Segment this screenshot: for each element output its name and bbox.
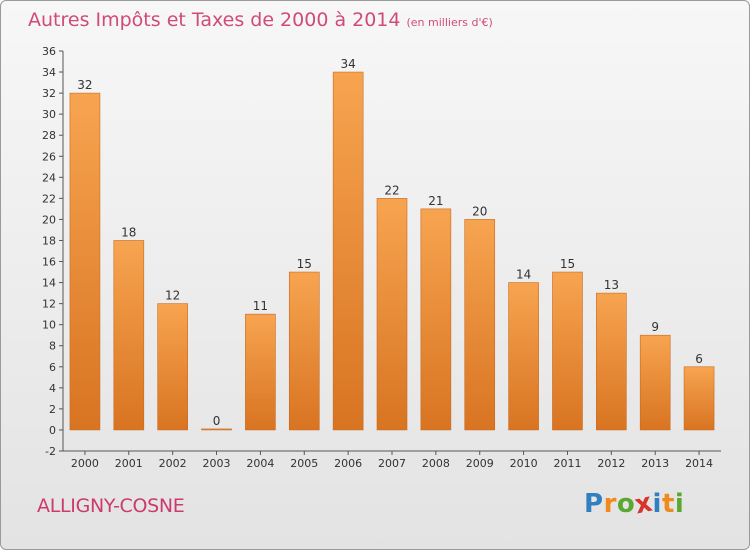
bar-2013: [639, 334, 671, 431]
y-tick-label: 16: [42, 256, 56, 269]
data-label-2004: 11: [253, 299, 268, 313]
y-tick-label: 20: [42, 213, 56, 226]
logo-letter: t: [661, 489, 675, 519]
bar-2005: [288, 271, 320, 431]
y-tick-label: 24: [42, 171, 56, 184]
bar-2004: [245, 313, 276, 431]
y-tick-label: 36: [42, 45, 56, 58]
data-label-2000: 32: [77, 78, 92, 92]
y-tick-label: 6: [49, 361, 56, 374]
logo-letter: o: [616, 489, 636, 519]
x-tick-label: 2014: [685, 457, 713, 470]
y-tick-label: 28: [42, 129, 56, 142]
chart-title-main: Autres Impôts et Taxes de 2000 à 2014: [28, 9, 401, 31]
y-tick-label: 10: [42, 319, 56, 332]
x-tick-label: 2011: [553, 457, 581, 470]
y-tick-label: -2: [45, 445, 56, 458]
logo-letter: i: [674, 489, 685, 519]
data-label-2013: 9: [651, 320, 659, 334]
y-tick-label: 30: [42, 108, 56, 121]
y-tick-label: 12: [42, 298, 56, 311]
logo-letter: r: [603, 489, 617, 519]
bar-2011: [552, 271, 583, 431]
data-label-2001: 18: [121, 225, 136, 239]
proxiti-logo: Proxiti: [584, 488, 685, 521]
x-tick-label: 2008: [422, 457, 450, 470]
y-tick-label: 18: [42, 234, 56, 247]
bar-2014: [683, 366, 715, 431]
data-label-2007: 22: [384, 183, 399, 197]
y-tick-label: 22: [42, 192, 56, 205]
logo-letter: i: [652, 489, 662, 519]
y-tick-label: 34: [42, 66, 56, 79]
bar-2007: [376, 198, 408, 431]
x-tick-label: 2013: [641, 457, 669, 470]
x-tick-label: 2002: [159, 457, 187, 470]
x-tick-label: 2000: [71, 457, 99, 470]
x-tick-label: 2007: [378, 457, 406, 470]
data-label-2008: 21: [428, 194, 443, 208]
chart-title: Autres Impôts et Taxes de 2000 à 2014 (en…: [28, 9, 493, 31]
y-tick-label: 32: [42, 87, 56, 100]
bar-2006: [332, 71, 364, 431]
data-label-2002: 12: [165, 289, 180, 303]
x-tick-label: 2005: [290, 457, 318, 470]
bar-2009: [464, 219, 496, 431]
data-label-2003: 0: [213, 414, 221, 428]
bar-2002: [157, 303, 188, 431]
bar-2001: [113, 240, 145, 431]
y-tick-label: 0: [49, 424, 56, 437]
data-label-2005: 15: [297, 257, 312, 271]
y-tick-label: 26: [42, 150, 56, 163]
bar-2000: [69, 92, 101, 431]
data-label-2010: 14: [516, 268, 531, 282]
x-tick-label: 2010: [510, 457, 538, 470]
x-tick-label: 2012: [597, 457, 625, 470]
bar-2008: [420, 208, 452, 431]
bar-2010: [508, 282, 539, 431]
y-tick-label: 2: [49, 403, 56, 416]
x-tick-label: 2006: [334, 457, 362, 470]
data-label-2014: 6: [695, 352, 703, 366]
data-label-2009: 20: [472, 204, 487, 218]
chart-labels: 2000 32 2001 18 2002 12 2003 0 2004 11 2005 15 2006 3…: [71, 57, 713, 470]
y-tick-label: 8: [49, 340, 56, 353]
y-tick-label: 14: [42, 277, 56, 290]
chart-bars: [69, 71, 715, 431]
logo-letter: P: [584, 489, 604, 519]
data-label-2011: 15: [560, 257, 575, 271]
data-label-2006: 34: [340, 57, 355, 71]
commune-name: ALLIGNY-COSNE: [37, 495, 185, 517]
chart-title-unit: (en milliers d'€): [406, 16, 493, 29]
x-tick-label: 2009: [466, 457, 494, 470]
bar-2012: [596, 292, 627, 431]
bar-2003: [201, 428, 232, 431]
x-tick-label: 2004: [246, 457, 274, 470]
x-tick-label: 2003: [203, 457, 231, 470]
data-label-2012: 13: [604, 278, 619, 292]
y-tick-label: 4: [49, 382, 56, 395]
x-tick-label: 2001: [115, 457, 143, 470]
